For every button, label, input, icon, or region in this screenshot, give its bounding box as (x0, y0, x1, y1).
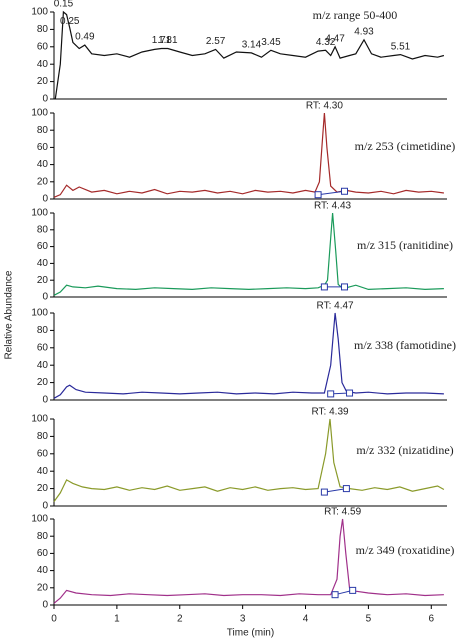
y-tick-label: 0 (42, 600, 48, 611)
peak-label: 3.45 (261, 37, 281, 48)
y-tick-label: 40 (37, 466, 49, 477)
y-tick-label: 40 (37, 258, 49, 269)
integration-marker (349, 586, 357, 594)
integration-marker (331, 591, 339, 599)
y-tick-label: 60 (37, 241, 49, 252)
y-tick-label: 80 (37, 24, 49, 35)
peak-label: 4.93 (354, 26, 374, 37)
y-tick-label: 60 (37, 142, 49, 153)
peak-label: 0.15 (54, 0, 74, 10)
y-tick-label: 40 (37, 565, 49, 576)
integration-marker (314, 191, 322, 199)
x-tick-label: 4 (303, 614, 309, 625)
x-axis-label: Time (min) (227, 628, 274, 639)
x-tick-label: 0 (51, 614, 57, 625)
trace-annotation: m/z 338 (famotidine) (354, 338, 456, 352)
y-tick-label: 80 (37, 224, 49, 235)
y-tick-label: 60 (37, 41, 49, 52)
y-tick-label: 60 (37, 342, 49, 353)
y-tick-label: 60 (37, 548, 49, 559)
x-tick-label: 6 (428, 614, 434, 625)
rt-label: RT: 4.30 (306, 101, 343, 112)
y-axis-label: Relative Abundance (4, 270, 15, 359)
y-tick-label: 20 (37, 483, 49, 494)
rt-label: RT: 4.47 (317, 301, 354, 312)
trace-annotation: m/z 253 (cimetidine) (355, 139, 456, 153)
rt-label: RT: 4.59 (324, 507, 361, 518)
integration-baseline (318, 190, 345, 196)
peak-label: 5.51 (391, 41, 411, 52)
integration-marker (320, 488, 328, 496)
y-tick-label: 20 (37, 275, 49, 286)
trace (54, 10, 445, 100)
x-tick-label: 3 (240, 614, 246, 625)
integration-marker (327, 390, 335, 398)
y-tick-label: 60 (37, 448, 49, 459)
y-tick-label: 20 (37, 582, 49, 593)
x-tick-label: 5 (366, 614, 372, 625)
y-tick-label: 100 (31, 7, 48, 18)
trace (53, 418, 445, 502)
integration-marker (341, 283, 349, 291)
peak-label: 0.25 (60, 16, 80, 27)
y-tick-label: 80 (37, 125, 49, 136)
y-tick-label: 80 (37, 325, 49, 336)
rt-label: RT: 4.43 (314, 201, 351, 212)
y-tick-label: 20 (37, 76, 49, 87)
x-tick-label: 1 (114, 614, 120, 625)
integration-marker (320, 283, 328, 291)
y-tick-label: 0 (42, 395, 48, 406)
trace (53, 212, 444, 296)
trace-annotation: m/z 315 (ranitidine) (357, 238, 453, 252)
peak-label: 4.32 (316, 37, 336, 48)
peak-label: 3.14 (242, 40, 262, 51)
rt-label: RT: 4.39 (312, 407, 349, 418)
trace-annotation: m/z range 50-400 (313, 8, 398, 22)
y-tick-label: 20 (37, 176, 49, 187)
y-tick-label: 20 (37, 377, 49, 388)
y-tick-label: 40 (37, 59, 49, 70)
y-tick-label: 100 (31, 108, 48, 119)
y-tick-label: 100 (31, 414, 48, 425)
integration-marker (346, 389, 354, 397)
trace-annotation: m/z 349 (roxatidine) (356, 543, 455, 557)
y-tick-label: 0 (42, 94, 48, 105)
peak-label: 1.71 (152, 35, 172, 46)
y-tick-label: 0 (42, 292, 48, 303)
integration-baseline (324, 488, 347, 493)
peak-label: 1.81 (158, 35, 178, 46)
y-tick-label: 100 (31, 308, 48, 319)
integration-marker (341, 187, 349, 195)
peak-label: 4.47 (325, 33, 345, 44)
integration-marker (342, 485, 350, 493)
trace-annotation: m/z 332 (nizatidine) (356, 443, 453, 457)
peak-label: 2.57 (206, 36, 226, 47)
x-tick-label: 2 (177, 614, 183, 625)
y-tick-label: 100 (31, 208, 48, 219)
peak-label: 0.49 (75, 32, 95, 43)
y-tick-label: 40 (37, 360, 49, 371)
y-tick-label: 0 (42, 501, 48, 512)
y-tick-label: 80 (37, 531, 49, 542)
trace (53, 112, 444, 198)
y-tick-label: 0 (42, 194, 48, 205)
y-tick-label: 40 (37, 159, 49, 170)
trace (53, 312, 444, 399)
y-tick-label: 80 (37, 431, 49, 442)
y-tick-label: 100 (31, 514, 48, 525)
trace (53, 518, 444, 604)
